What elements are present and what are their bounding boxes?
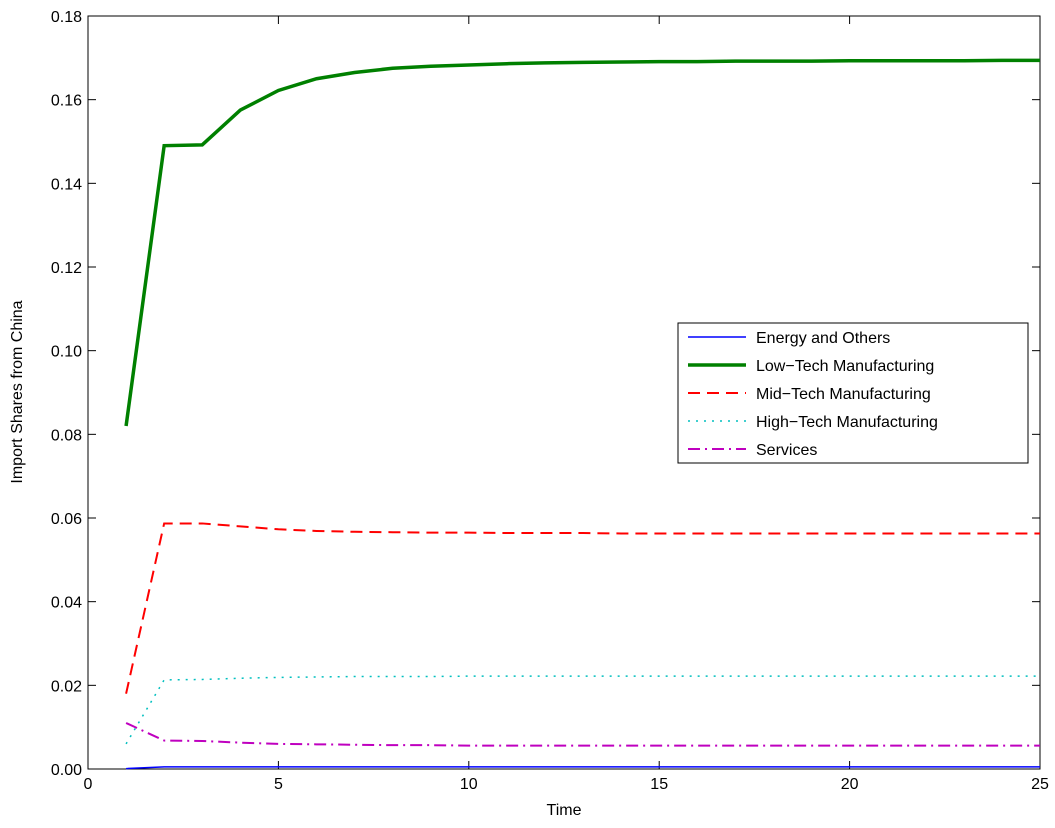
x-tick-label: 20 [841,776,859,793]
legend-label: Energy and Others [756,330,890,347]
y-tick-label: 0.06 [51,511,82,528]
legend-label: High−Tech Manufacturing [756,414,938,431]
y-tick-label: 0.08 [51,427,82,444]
series-line [124,58,1040,427]
legend-label: Services [756,442,817,459]
x-tick-label: 0 [84,776,93,793]
y-tick-label: 0.10 [51,344,82,361]
x-axis-label: Time [547,802,582,819]
x-tick-label: 15 [650,776,668,793]
y-tick-label: 0.14 [51,176,82,193]
x-tick-label: 25 [1031,776,1049,793]
y-tick-label: 0.02 [51,678,82,695]
y-tick-label: 0.18 [51,9,82,26]
series-line [125,522,1040,694]
y-tick-label: 0.12 [51,260,82,277]
y-axis-label: Import Shares from China [9,300,26,483]
legend-label: Mid−Tech Manufacturing [756,386,931,403]
series-line [125,722,1040,747]
x-tick-label: 5 [274,776,283,793]
series-line [126,766,1040,770]
y-tick-label: 0.00 [51,762,82,779]
legend-label: Low−Tech Manufacturing [756,358,934,375]
y-tick-label: 0.16 [51,93,82,110]
x-tick-label: 10 [460,776,478,793]
y-tick-label: 0.04 [51,595,82,612]
